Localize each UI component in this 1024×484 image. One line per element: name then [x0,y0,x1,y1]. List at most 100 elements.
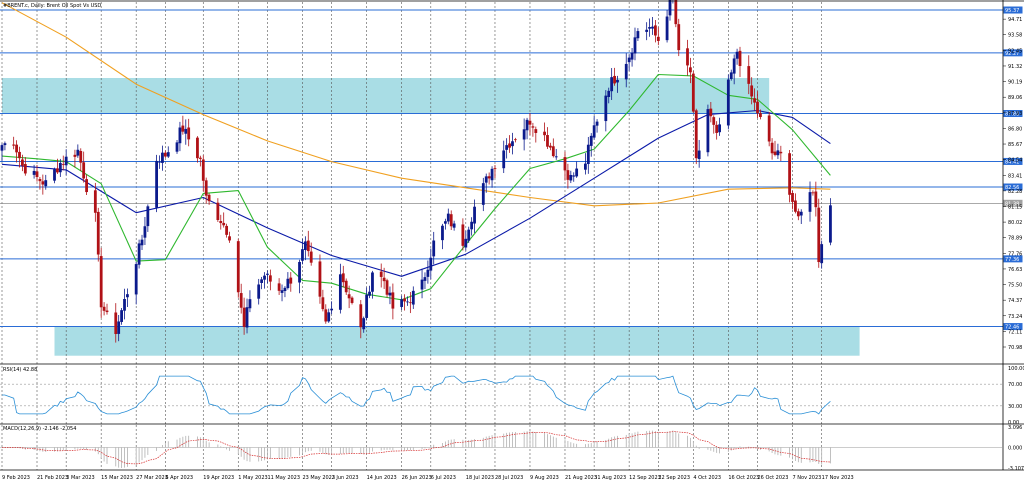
candle[interactable] [58,158,62,177]
candle[interactable] [344,278,348,295]
candle[interactable] [245,298,249,334]
candle[interactable] [44,174,48,190]
candle[interactable] [672,0,675,4]
candle[interactable] [607,87,611,104]
candle[interactable] [263,272,266,289]
candle[interactable] [371,270,374,299]
candle[interactable] [534,126,538,143]
candle[interactable] [473,199,476,234]
candle[interactable] [140,234,144,251]
candle[interactable] [257,278,261,305]
candle[interactable] [470,217,474,236]
candle[interactable] [181,115,185,135]
candle[interactable] [481,177,485,212]
candle[interactable] [126,288,129,307]
candle[interactable] [756,91,759,118]
candle[interactable] [137,239,141,269]
candle[interactable] [117,315,121,342]
candle[interactable] [318,254,322,304]
candle[interactable] [788,150,791,203]
candle[interactable] [411,286,415,309]
candle[interactable] [382,267,386,289]
candle[interactable] [158,155,161,169]
candle[interactable] [490,166,494,188]
candle[interactable] [73,149,77,168]
candle[interactable] [563,151,567,181]
candle[interactable] [82,151,86,183]
candle[interactable] [829,198,832,246]
candle[interactable] [677,18,681,57]
candle[interactable] [511,132,514,155]
candle[interactable] [362,316,366,333]
candle[interactable] [420,268,424,299]
candle[interactable] [324,304,328,324]
candle[interactable] [198,155,202,167]
candle[interactable] [624,53,628,88]
candle[interactable] [403,294,406,311]
candle[interactable] [155,154,159,213]
candle[interactable] [429,248,433,280]
candle[interactable] [38,177,42,190]
candle[interactable] [161,145,164,171]
candle[interactable] [368,285,371,299]
candle[interactable] [432,231,436,265]
candle[interactable] [178,121,182,152]
candle[interactable] [575,161,579,178]
candle[interactable] [350,296,354,305]
candle[interactable] [242,297,246,335]
candle[interactable] [548,142,552,151]
candle[interactable] [817,198,821,268]
candle[interactable] [750,77,754,105]
candle[interactable] [123,288,126,320]
candle[interactable] [338,263,342,314]
candle[interactable] [616,75,619,93]
candle[interactable] [794,193,797,214]
candle[interactable] [694,108,698,165]
candle[interactable] [551,138,555,158]
candle[interactable] [665,9,669,43]
candle[interactable] [236,238,240,298]
candle[interactable] [166,146,170,158]
candle[interactable] [327,308,331,323]
candle[interactable] [79,148,83,172]
candle[interactable] [508,135,511,153]
candle[interactable] [260,276,264,290]
candle[interactable] [18,146,21,168]
candle[interactable] [222,212,226,228]
candle[interactable] [513,137,517,143]
candle[interactable] [779,145,783,162]
candle[interactable] [735,48,739,65]
candle[interactable] [808,181,812,222]
candle[interactable] [759,109,762,120]
candle[interactable] [505,138,509,159]
candle[interactable] [709,101,713,123]
candle[interactable] [286,272,290,290]
candle[interactable] [35,165,39,182]
candle[interactable] [365,287,369,321]
candle[interactable] [64,149,68,176]
candle[interactable] [175,140,179,154]
candle[interactable] [3,141,7,151]
candle[interactable] [204,177,208,204]
candle[interactable] [525,117,529,140]
candle[interactable] [747,55,751,95]
candle[interactable] [569,170,573,184]
candle[interactable] [589,133,593,157]
candle[interactable] [196,136,199,163]
candle[interactable] [120,307,123,325]
candle[interactable] [531,122,535,137]
candle[interactable] [738,46,742,77]
candle[interactable] [201,155,205,192]
candle[interactable] [93,182,97,222]
candle[interactable] [23,157,27,176]
candle[interactable] [385,278,389,298]
candle[interactable] [522,118,526,151]
candle[interactable] [301,238,304,265]
candle[interactable] [134,261,138,305]
candle[interactable] [729,69,733,81]
candle[interactable] [219,214,223,230]
candle[interactable] [648,18,651,37]
candle[interactable] [0,143,4,162]
candle[interactable] [493,164,497,179]
candle[interactable] [388,286,392,305]
